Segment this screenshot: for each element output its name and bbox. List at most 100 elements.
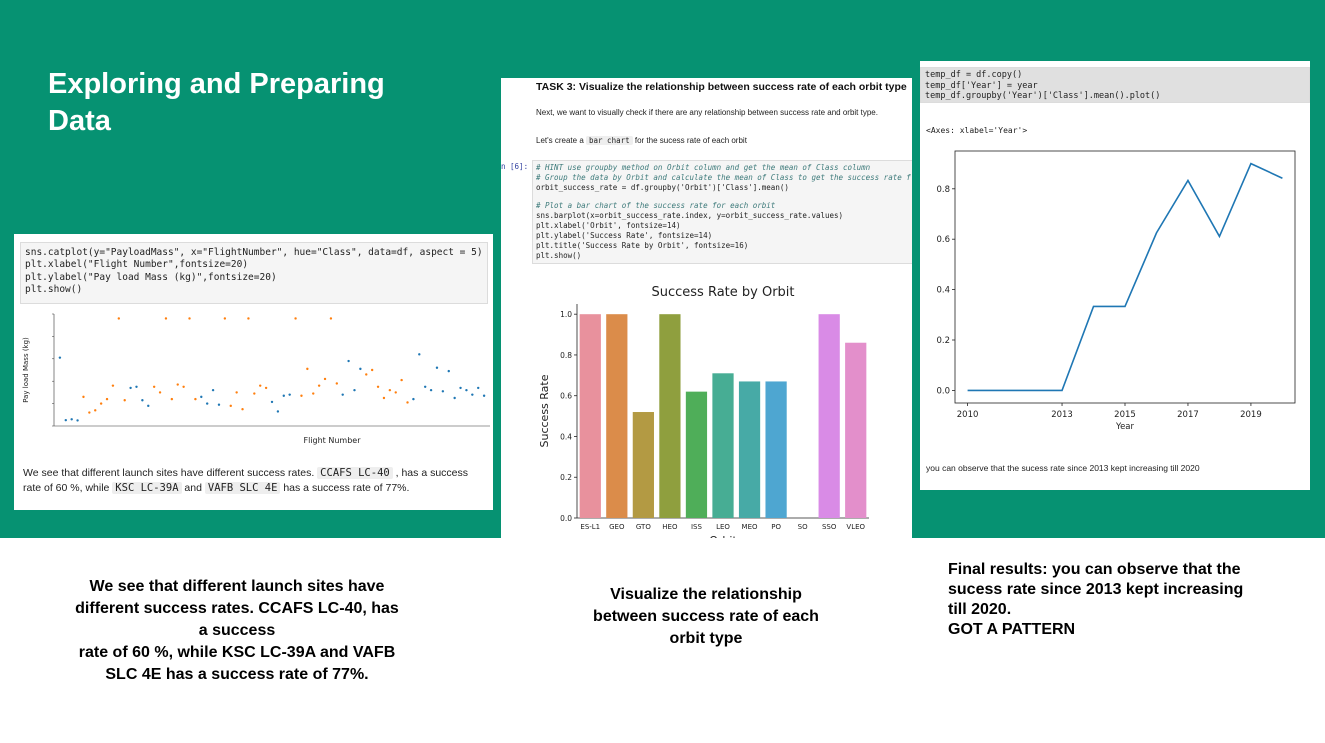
bar-leo [712,373,734,518]
scatter-point-class1 [164,317,168,320]
scatter-point-class1 [188,317,191,320]
observation-pill-vafb: VAFB SLC 4E [204,482,281,494]
scatter-point-class1 [317,384,321,387]
scatter-point-class1 [229,404,232,408]
scatter-point-class0 [211,388,215,392]
bar-po [765,381,787,518]
bar-geo [606,314,628,518]
intro-post: for the sucess rate of each orbit [632,136,747,145]
scatter-point-class0 [459,386,462,390]
x-tick-label: 2015 [1114,410,1136,420]
bar-heo [659,314,681,518]
scatter-point-class0 [418,353,421,356]
scatter-point-class0 [141,399,144,402]
y-tick-label: 0.2 [936,336,950,346]
scatter-point-class1 [312,392,315,395]
scatter-point-class1 [176,383,179,386]
scatter-point-class0 [288,393,291,396]
code-line-groupby: orbit_success_rate = df.groupby('Orbit')… [536,183,789,192]
code-comment-3: # Plot a bar chart of the success rate f… [536,201,776,210]
code-line: sns.barplot(x=orbit_success_rate.index, … [536,211,844,220]
scatter-point-class1 [370,368,374,372]
scatter-point-class1 [388,388,392,392]
observation-pill-ccafs: CCAFS LC-40 [317,467,393,479]
scatter-point-class1 [365,373,368,376]
code-line: temp_df.groupby('Year')['Class'].mean().… [925,91,1161,101]
code-line: plt.title('Success Rate by Orbit', fonts… [536,241,749,250]
scatter-point-class1 [88,411,91,414]
bar-chart-intro: Let's create a bar chart for the sucess … [536,136,747,145]
right-caption: Final results: you can observe that the … [948,560,1298,640]
x-tick-label: 2017 [1177,410,1199,420]
y-tick-label: 0.8 [560,351,572,360]
scatter-point-class1 [117,317,121,320]
code-line: plt.ylabel("Pay load Mass (kg)",fontsize… [25,271,277,283]
line-notebook-panel: temp_df = df.copy() temp_df['Year'] = yea… [920,61,1310,490]
x-tick-label: MEO [742,523,758,531]
y-tick-label: 0.4 [560,432,572,441]
code-comment-1: # HINT use groupby method on Orbit colum… [536,163,871,172]
left-caption-line-3: a success [198,622,276,639]
code-line: temp_df['Year'] = year [925,80,1038,91]
slide-title-line-2: Data [48,105,111,137]
bar-notebook-panel: TASK 3: Visualize the relationship betwe… [501,78,912,538]
scatter-point-class0 [64,418,67,422]
scatter-point-class0 [423,385,427,388]
x-tick-label: SO [798,523,808,531]
scatter-point-class0 [129,386,132,390]
bar-code-cell[interactable]: # HINT use groupby method on Orbit colum… [532,160,912,264]
axes-repr: <Axes: xlabel='Year'> [926,126,1028,135]
success-rate-series-line [967,162,1283,392]
scatter-point-class0 [205,402,209,405]
scatter-point-class0 [441,390,445,393]
scatter-point-class0 [135,385,138,388]
scatter-point-class1 [170,397,174,401]
left-caption: We see that different launch sites have … [56,576,418,686]
scatter-point-class1 [382,396,386,400]
intro-pill: bar chart [586,136,633,145]
code-line: plt.show() [25,284,83,296]
left-panel-observation: We see that different launch sites have … [23,466,488,496]
scatter-point-class1 [152,385,156,388]
right-caption-line-2: sucess rate since 2013 kept increasing [948,581,1244,598]
x-tick-label: SSO [822,523,837,531]
y-tick-label: 0.6 [936,235,950,245]
scatter-point-class0 [412,397,415,401]
scatter-point-class1 [400,378,403,382]
line-code-cell[interactable]: temp_df = df.copy() temp_df['Year'] = yea… [920,67,1310,103]
scatter-point-class1 [259,384,262,387]
scatter-code-cell[interactable]: sns.catplot(y="PayloadMass", x="FlightNu… [20,242,488,304]
scatter-point-class1 [394,391,397,394]
scatter-point-class1 [323,377,327,381]
x-tick-label: 2010 [957,410,979,420]
scatter-y-axis-label: Pay load Mass (kg) [22,337,30,403]
line-x-axis-label: Year [1115,422,1135,432]
scatter-point-class1 [253,392,256,395]
code-line: plt.show() [536,251,582,260]
scatter-point-class1 [99,402,103,405]
scatter-point-class1 [264,386,268,390]
code-line: temp_df = df.copy() [925,70,1023,80]
code-plot-lines: sns.barplot(x=orbit_success_rate.index, … [536,211,912,261]
left-caption-line-1: We see that different launch sites have [89,578,385,595]
task-title: TASK 3: Visualize the relationship betwe… [536,81,907,93]
right-caption-line-4: GOT A PATTERN [948,621,1076,638]
scatter-point-class0 [347,359,350,363]
scatter-point-class1 [223,317,227,320]
x-tick-label: VLEO [846,523,865,531]
bar-x-axis-label: Orbit [709,534,737,538]
scatter-point-class1 [105,397,109,401]
scatter-point-class0 [217,403,221,406]
scatter-point-class1 [306,367,309,371]
observation-text-1: We see that different launch sites have … [23,467,318,479]
scatter-point-class0 [471,393,474,396]
x-tick-label: PO [771,523,781,531]
yearly-success-line-chart: 0.0 0.2 0.4 0.6 0.8 2010 2013 2015 2017 2019 Year [936,150,1296,432]
scatter-point-class0 [270,400,274,404]
scatter-point-class1 [123,399,126,402]
code-line: plt.xlabel('Orbit', fontsize=14) [536,221,681,230]
scatter-point-class0 [477,386,480,390]
bar-chart-title: Success Rate by Orbit [651,285,794,300]
scatter-point-class1 [376,385,380,388]
bar-y-axis-label: Success Rate [538,374,551,447]
